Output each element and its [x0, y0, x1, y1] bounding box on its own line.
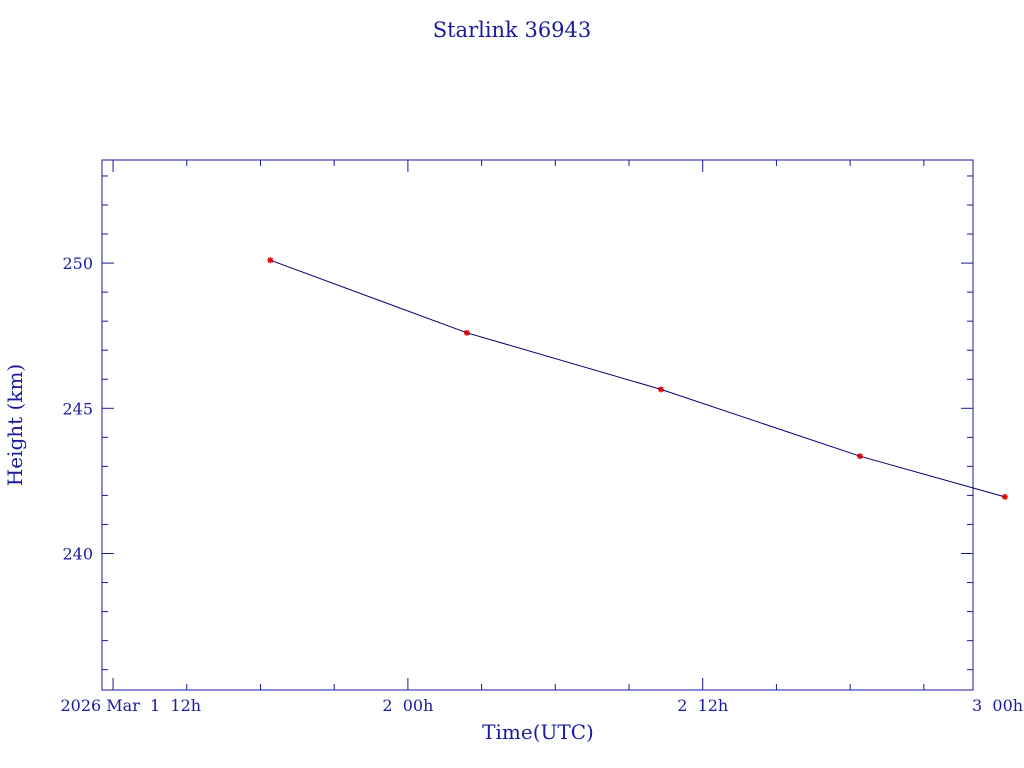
x-tick-label: 3 00h — [972, 696, 1023, 715]
x-tick-label: 2 12h — [677, 696, 728, 715]
data-point — [267, 257, 274, 264]
y-axis-label: Height (km) — [3, 364, 27, 486]
chart-title: Starlink 36943 — [433, 18, 592, 42]
data-point — [1001, 493, 1008, 500]
data-point — [657, 386, 664, 393]
series-layer — [267, 257, 1008, 500]
series-line — [270, 259, 1006, 498]
marker-stroke — [658, 386, 664, 393]
data-point — [463, 329, 470, 336]
marker-stroke — [267, 257, 273, 263]
x-tick-labels: 2026 Mar 1 12h 2 00h 2 12h 3 00h — [60, 696, 1023, 715]
marker-stroke — [464, 330, 470, 336]
y-tick-label: 245 — [62, 399, 93, 418]
x-tick-label: 2 00h — [382, 696, 433, 715]
x-axis-label: Time(UTC) — [482, 720, 594, 744]
marker-stroke — [857, 453, 863, 459]
plot-frame — [101, 159, 974, 691]
axis-ticks — [102, 160, 973, 690]
y-tick-label: 240 — [62, 545, 93, 564]
x-tick-label: 2026 Mar 1 12h — [60, 696, 201, 715]
marker-stroke — [1002, 494, 1008, 500]
y-tick-label: 250 — [62, 254, 93, 273]
data-point — [856, 453, 863, 460]
y-tick-labels: 240 245 250 — [62, 254, 93, 563]
